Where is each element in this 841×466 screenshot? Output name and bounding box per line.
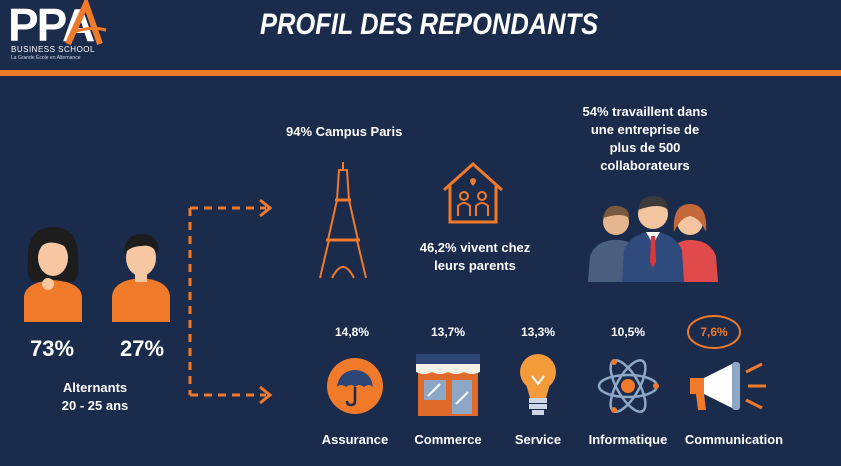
sector-label: Informatique (588, 432, 668, 447)
dashed-arrow-connector (188, 198, 273, 405)
sector-percentage: 14,8% (334, 325, 370, 339)
sector-percentage: 10,5% (610, 325, 646, 339)
age-range-label: 20 - 25 ans (61, 398, 129, 413)
sector-percentage: 13,7% (430, 325, 466, 339)
alternants-label: Alternants (62, 380, 128, 395)
logo-swoosh-icon (65, 0, 107, 46)
family-home-icon (442, 161, 504, 224)
company-stat-line3: plus de 500 (609, 140, 681, 155)
campus-stat: 94% Campus Paris (286, 124, 403, 139)
header-divider (0, 70, 841, 76)
megaphone-icon (690, 362, 766, 410)
sector-label: Assurance (321, 432, 389, 447)
company-stat-line4: collaborateurs (600, 158, 690, 173)
logo-tagline: La Grande École en Alternance (11, 55, 81, 61)
sector-label: Communication (684, 432, 784, 447)
storefront-icon (416, 354, 480, 416)
parents-stat-line2: leurs parents (434, 258, 516, 273)
sector-label: Commerce (414, 432, 482, 447)
eiffel-tower-icon (319, 162, 367, 279)
company-stat-line1: 54% travaillent dans (582, 104, 708, 119)
sector-percentage: 7,6% (700, 325, 728, 339)
atom-icon (597, 359, 659, 413)
lightbulb-icon (520, 354, 556, 415)
female-percentage: 73% (30, 336, 75, 361)
sector-label: Service (514, 432, 562, 447)
company-stat-line2: une entreprise de (590, 122, 700, 137)
male-student-icon (112, 234, 170, 322)
sector-percentage: 13,3% (520, 325, 556, 339)
page-title: PROFIL DES REPONDANTS (260, 8, 599, 41)
business-team-icon (588, 196, 718, 282)
highlight-circle (687, 315, 741, 349)
umbrella-icon (327, 358, 383, 414)
female-student-icon (24, 227, 82, 322)
parents-stat-line1: 46,2% vivent chez (419, 240, 531, 255)
male-percentage: 27% (120, 336, 165, 361)
logo-subtitle: BUSINESS SCHOOL (11, 45, 95, 54)
